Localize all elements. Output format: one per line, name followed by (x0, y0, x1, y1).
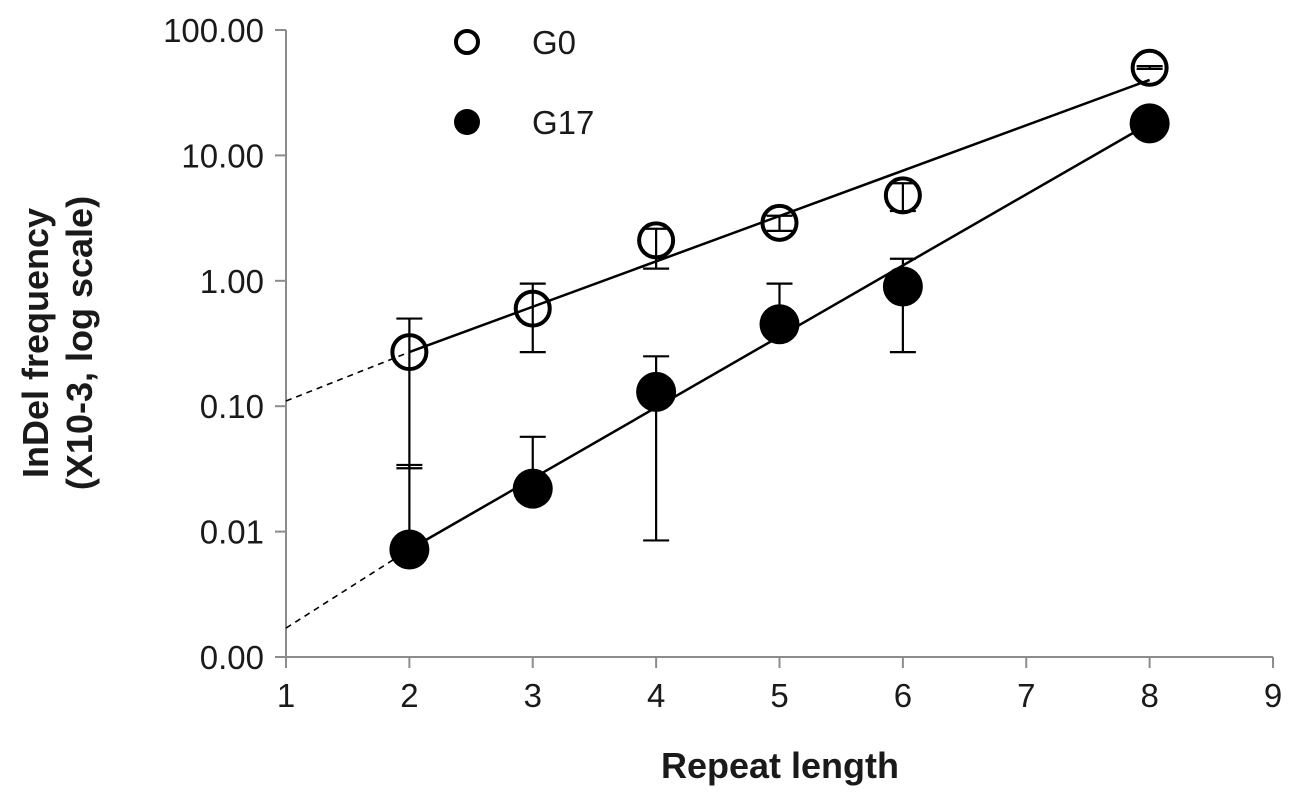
data-point-g0 (1130, 48, 1169, 87)
data-points (389, 48, 1170, 570)
data-point-g0 (513, 289, 552, 328)
data-point-g0 (760, 203, 799, 242)
legend: G0 G17 (454, 24, 594, 141)
y-tick-label: 0.01 (200, 514, 264, 551)
x-tick-label: 7 (1017, 677, 1035, 714)
y-tick-label: 1.00 (200, 263, 264, 300)
data-point-g17 (1129, 103, 1170, 144)
data-point-g17 (389, 529, 430, 570)
x-tick-label: 8 (1140, 677, 1158, 714)
data-point-g17 (759, 304, 800, 345)
y-tick-label: 0.00 (200, 639, 264, 676)
data-point-g17 (512, 468, 553, 509)
x-tick-label: 1 (277, 677, 295, 714)
data-point-g17 (882, 266, 923, 307)
y-tick-label: 10.00 (181, 137, 264, 174)
y-axis-title-line1: InDel frequency (15, 208, 56, 478)
data-point-g0 (390, 333, 429, 372)
data-point-g0 (637, 221, 676, 260)
legend-label-g17: G17 (532, 104, 594, 141)
x-tick-label: 2 (400, 677, 418, 714)
legend-marker-g17 (454, 109, 480, 135)
x-tick-label: 9 (1264, 677, 1282, 714)
axes: 0.00 0.01 0.10 1.00 10.00 100.00 1 2 3 4 5 6 7 8 9 (163, 12, 1282, 714)
x-tick-label: 6 (894, 677, 912, 714)
x-axis-title: Repeat length (661, 745, 899, 786)
extrapolation-line-g17 (285, 548, 410, 629)
y-tick-label: 100.00 (163, 12, 264, 49)
x-tick-label: 3 (524, 677, 542, 714)
extrapolation-line-g0 (285, 351, 410, 402)
legend-label-g0: G0 (532, 24, 576, 61)
legend-marker-g0 (454, 29, 480, 55)
y-axis-title-line2: (X10-3, log scale) (59, 196, 100, 490)
x-tick-label: 4 (647, 677, 665, 714)
x-tick-label: 5 (770, 677, 788, 714)
data-point-g0 (883, 176, 922, 215)
y-tick-label: 0.10 (200, 388, 264, 425)
data-point-g17 (636, 371, 677, 412)
